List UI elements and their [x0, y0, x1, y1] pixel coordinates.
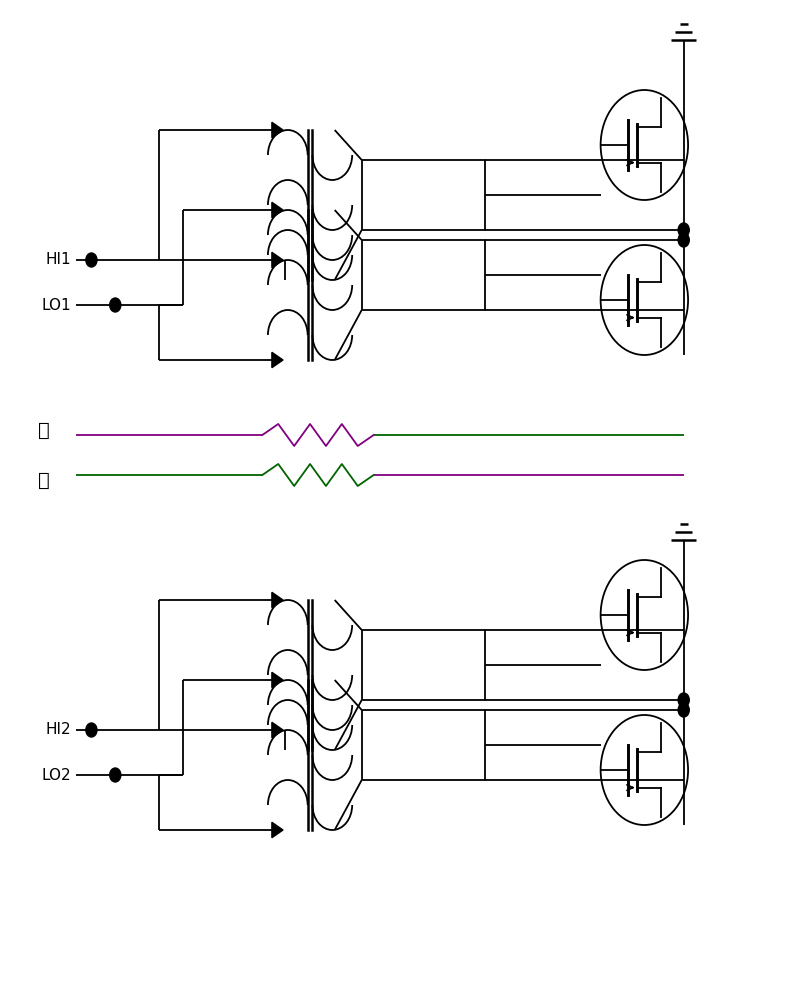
Polygon shape [272, 352, 283, 368]
Circle shape [110, 768, 121, 782]
Text: 线: 线 [38, 471, 49, 489]
Text: HI1: HI1 [46, 252, 72, 267]
Circle shape [678, 223, 689, 237]
Circle shape [678, 233, 689, 247]
Circle shape [86, 723, 97, 737]
Bar [362, 630, 485, 700]
Circle shape [86, 253, 97, 267]
Polygon shape [272, 202, 283, 218]
Bar [362, 710, 485, 780]
Circle shape [678, 693, 689, 707]
Polygon shape [272, 592, 283, 608]
Bar [362, 240, 485, 310]
Polygon shape [272, 722, 283, 738]
Text: HI2: HI2 [46, 722, 72, 738]
Bar [362, 160, 485, 230]
Text: LO1: LO1 [42, 298, 72, 312]
Polygon shape [272, 252, 283, 268]
Polygon shape [272, 822, 283, 838]
Circle shape [678, 703, 689, 717]
Circle shape [110, 298, 121, 312]
Polygon shape [272, 122, 283, 138]
Text: LO2: LO2 [42, 768, 72, 782]
Text: 天: 天 [38, 420, 49, 440]
Polygon shape [272, 672, 283, 688]
